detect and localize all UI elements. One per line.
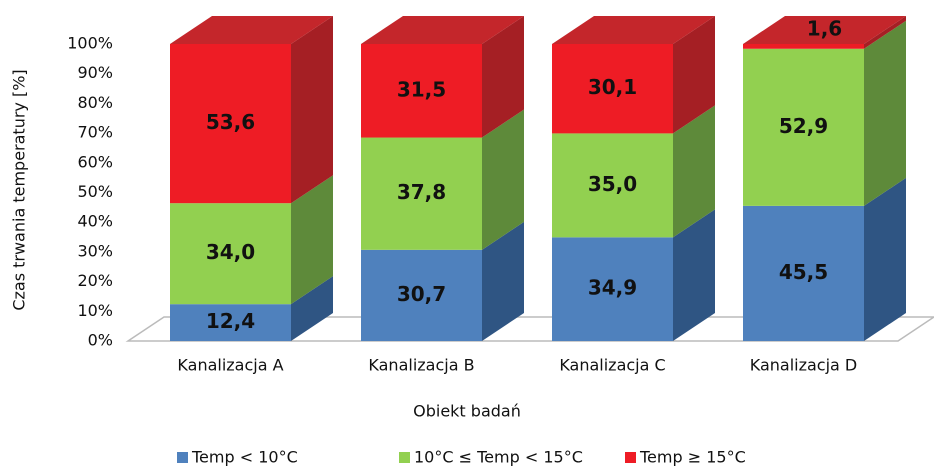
x-tick-label: Kanalizacja C [559,356,665,375]
bar-side [673,209,715,341]
value-label: 30,7 [397,282,446,306]
bar-segment [743,44,864,49]
y-tick-label: 10% [77,301,113,320]
value-label: 1,6 [807,17,842,41]
x-tick-label: Kanalizacja B [368,356,474,375]
bar-segment [361,137,482,250]
bar-side [864,177,906,341]
value-label: 35,0 [588,172,637,196]
bar-top [361,16,524,44]
bar-segment [170,203,291,305]
legend-swatch [399,452,410,463]
bar-side [482,109,524,250]
bar-top [743,16,906,44]
x-tick-label: Kanalizacja A [177,356,283,375]
legend-swatch [177,452,188,463]
y-tick-label: 30% [77,241,113,260]
bar-segment [743,205,864,341]
bar-segment [361,44,482,138]
y-tick-label: 50% [77,182,113,201]
legend-label: Temp ≥ 15°C [639,448,746,467]
bar-side [291,276,333,341]
bar-side [673,105,715,238]
x-axis-title: Obiekt badań [413,402,521,421]
y-tick-label: 80% [77,93,113,112]
bar-side [673,16,715,134]
legend-label: Temp < 10°C [191,448,298,467]
bar-top [552,16,715,44]
bar-side [482,16,524,138]
x-tick-label: Kanalizacja D [750,356,858,375]
bar-side [864,16,906,49]
y-tick-label: 60% [77,152,113,171]
y-tick-label: 0% [88,331,113,350]
bar-segment [552,237,673,341]
bar-top [170,16,333,44]
bar-segment [743,48,864,206]
legend-swatch [625,452,636,463]
bar-segment [170,304,291,341]
value-label: 37,8 [397,180,446,204]
bar-side [291,16,333,204]
y-tick-label: 40% [77,212,113,231]
bar-segment [552,44,673,134]
value-label: 53,6 [206,110,255,134]
y-tick-label: 70% [77,123,113,142]
legend-label: 10°C ≤ Temp < 15°C [414,448,583,467]
value-label: 31,5 [397,77,446,101]
y-tick-label: 20% [77,271,113,290]
value-label: 45,5 [779,260,828,284]
value-label: 12,4 [206,309,255,333]
value-label: 34,0 [206,240,255,264]
value-label: 34,9 [588,276,637,300]
bar-side [864,20,906,206]
y-tick-label: 90% [77,63,113,82]
bar-segment [552,133,673,238]
value-label: 52,9 [779,114,828,138]
y-tick-label: 100% [67,34,113,53]
bar-side [482,221,524,341]
value-label: 30,1 [588,75,637,99]
bar-segment [361,249,482,341]
bar-side [291,175,333,305]
y-axis-title: Czas trwania temperatury [%] [10,69,29,310]
bar-segment [170,44,291,204]
